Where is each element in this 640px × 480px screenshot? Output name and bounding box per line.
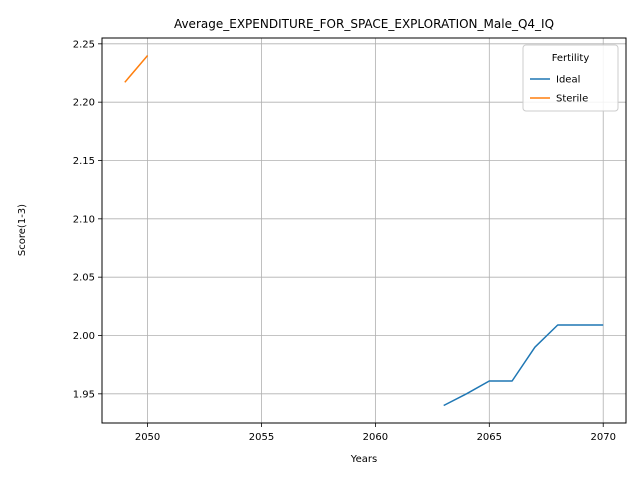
legend: Fertility Ideal Sterile — [522, 44, 619, 112]
legend-label-sterile: Sterile — [556, 94, 588, 105]
legend-title: Fertility — [552, 53, 590, 64]
y-tick-label: 2.25 — [73, 39, 95, 50]
x-tick-label: 2065 — [477, 432, 502, 443]
legend-label-ideal: Ideal — [556, 75, 580, 86]
y-tick-label: 2.05 — [73, 273, 95, 284]
plot-frame — [101, 37, 627, 424]
y-tick-label: 2.10 — [73, 214, 95, 225]
y-tick-label: 1.95 — [73, 389, 95, 400]
y-tick-label: 2.20 — [73, 98, 95, 109]
y-tick-label: 2.00 — [73, 331, 95, 342]
series-line-ideal — [443, 324, 604, 407]
legend-box — [522, 44, 619, 112]
chart-title: Average_EXPENDITURE_FOR_SPACE_EXPLORATIO… — [174, 17, 554, 31]
series-group — [124, 55, 604, 407]
x-tick-label: 2055 — [249, 432, 274, 443]
y-axis-label: Score(1-3) — [17, 204, 28, 256]
axis-ticks: 2050 2055 2060 2065 2070 1.95 2.00 2.05 2.10 2.15… — [73, 39, 616, 443]
x-axis-label: Years — [350, 454, 377, 465]
x-tick-label: 2050 — [135, 432, 160, 443]
x-tick-label: 2070 — [590, 432, 615, 443]
series-line-sterile — [124, 55, 149, 83]
y-tick-label: 2.15 — [73, 156, 95, 167]
x-tick-label: 2060 — [363, 432, 388, 443]
